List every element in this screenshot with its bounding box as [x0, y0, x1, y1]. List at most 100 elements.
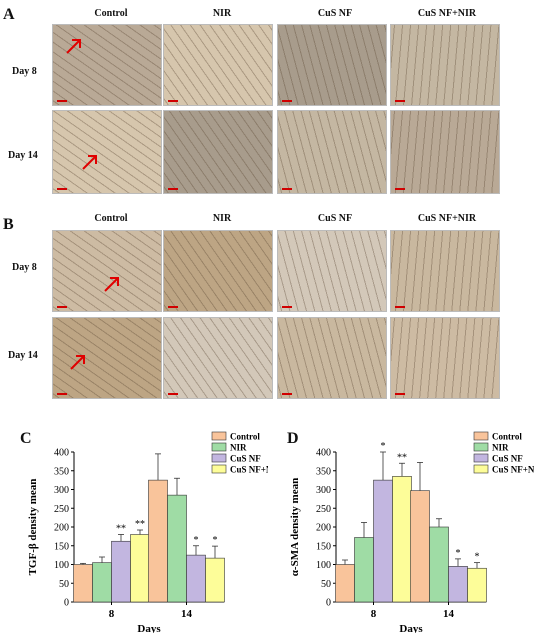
y-tick-label: 50	[59, 579, 69, 590]
y-tick-label: 0	[326, 598, 331, 609]
scale-bar	[168, 188, 178, 190]
panel-b-letter: B	[3, 216, 14, 233]
y-tick-label: 0	[64, 598, 69, 609]
y-axis-label: α-SMA density mean	[289, 478, 301, 576]
legend-swatch	[211, 431, 227, 441]
y-tick-label: 200	[54, 523, 69, 534]
bar-nir-day14	[429, 526, 449, 603]
significance-mark: **	[135, 519, 145, 530]
panel-b-col-nir: NIR	[212, 213, 232, 224]
significance-mark: **	[116, 524, 126, 535]
y-tick-label: 350	[316, 466, 331, 477]
panel-c-letter: C	[20, 430, 32, 447]
bar-cus-nf-nir-day14	[205, 557, 225, 603]
y-tick-label: 350	[54, 466, 69, 477]
panel-b-col-cus-nf: CuS NF	[317, 213, 353, 224]
scale-bar	[282, 393, 292, 395]
bar-cus-nf-day14	[448, 566, 468, 603]
legend-label: Control	[492, 432, 522, 442]
scale-bar	[168, 100, 178, 102]
panel-b-micrograph-r1-c3	[277, 230, 387, 312]
panel-b-micrograph-r2-c4	[390, 317, 500, 399]
panel-a-micrograph-r1-c3	[277, 24, 387, 106]
legend-label: Control	[230, 432, 260, 442]
panel-b-row-day14: Day 14	[8, 350, 38, 361]
significance-mark: *	[475, 552, 480, 563]
legend-swatch	[473, 464, 489, 474]
panel-b-micrograph-r1-c2	[163, 230, 273, 312]
panel-a-micrograph-r2-c1	[52, 110, 162, 194]
y-axis-label: TGF-β density mean	[27, 479, 39, 576]
y-tick-label: 100	[54, 560, 69, 571]
panel-a-micrograph-r1-c2	[163, 24, 273, 106]
legend-swatch	[211, 453, 227, 463]
panel-b-col-cus-nf-nir: CuS NF+NIR	[417, 213, 477, 224]
bar-control-day8	[335, 564, 355, 603]
y-tick-label: 400	[54, 448, 69, 459]
y-tick-label: 100	[316, 560, 331, 571]
legend-swatch	[211, 442, 227, 452]
panel-a-letter: A	[3, 6, 15, 23]
scale-bar	[57, 188, 67, 190]
panel-b-micrograph-r1-c1	[52, 230, 162, 312]
legend-swatch	[211, 464, 227, 474]
red-arrow-icon	[66, 39, 81, 54]
x-tick-label: 8	[371, 608, 377, 620]
y-tick-label: 50	[321, 579, 331, 590]
scale-bar	[282, 306, 292, 308]
legend-label: CuS NF+NIR	[492, 465, 534, 475]
bar-cus-nf-nir-day8	[130, 534, 150, 603]
bar-nir-day14	[167, 494, 187, 603]
panel-a-col-nir: NIR	[212, 8, 232, 19]
panel-a-micrograph-r1-c4	[390, 24, 500, 106]
significance-mark: *	[213, 535, 218, 546]
bar-control-day14	[410, 490, 430, 603]
y-tick-label: 150	[316, 541, 331, 552]
scale-bar	[57, 100, 67, 102]
panel-a-col-cus-nf: CuS NF	[317, 8, 353, 19]
bar-nir-day8	[92, 562, 112, 603]
scale-bar	[395, 306, 405, 308]
scale-bar	[57, 393, 67, 395]
panel-a-micrograph-r2-c3	[277, 110, 387, 194]
legend-label: NIR	[492, 443, 509, 453]
significance-mark: *	[194, 535, 199, 546]
bar-cus-nf-day14	[186, 554, 206, 603]
red-arrow-icon	[70, 355, 85, 370]
x-tick-label: 14	[443, 608, 455, 620]
legend-label: NIR	[230, 443, 247, 453]
panel-b-micrograph-r2-c3	[277, 317, 387, 399]
y-tick-label: 200	[316, 523, 331, 534]
legend-label: CuS NF	[492, 454, 523, 464]
legend-label: CuS NF	[230, 454, 261, 464]
x-axis-label: Days	[137, 623, 161, 633]
panel-b-micrograph-r2-c2	[163, 317, 273, 399]
bar-cus-nf-nir-day8	[392, 476, 412, 603]
scale-bar	[395, 393, 405, 395]
red-arrow-icon	[104, 277, 119, 292]
scale-bar	[282, 100, 292, 102]
significance-mark: *	[381, 441, 386, 452]
legend-swatch	[473, 453, 489, 463]
bar-control-day14	[148, 479, 168, 603]
scale-bar	[282, 188, 292, 190]
significance-mark: **	[397, 452, 407, 463]
bar-cus-nf-nir-day14	[467, 567, 487, 603]
scale-bar	[395, 188, 405, 190]
y-tick-label: 150	[54, 541, 69, 552]
panel-a-micrograph-r1-c1	[52, 24, 162, 106]
scale-bar	[395, 100, 405, 102]
panel-a-row-day8: Day 8	[12, 66, 37, 77]
y-tick-label: 250	[54, 504, 69, 515]
y-tick-label: 300	[54, 485, 69, 496]
legend-swatch	[473, 442, 489, 452]
significance-mark: *	[456, 548, 461, 559]
scale-bar	[168, 306, 178, 308]
panel-d-letter: D	[287, 430, 299, 447]
y-tick-label: 400	[316, 448, 331, 459]
legend-label: CuS NF+NIR	[230, 465, 268, 475]
x-tick-label: 8	[109, 608, 115, 620]
tgf-beta-bar-chart: 0 50 100 150 200 250 300 350 400 TGF-β density me…	[27, 431, 268, 634]
panel-b-micrograph-r2-c1	[52, 317, 162, 399]
alpha-sma-bar-chart: 0 50 100 150 200 250 300 350 400 α-SMA density me…	[289, 432, 534, 634]
